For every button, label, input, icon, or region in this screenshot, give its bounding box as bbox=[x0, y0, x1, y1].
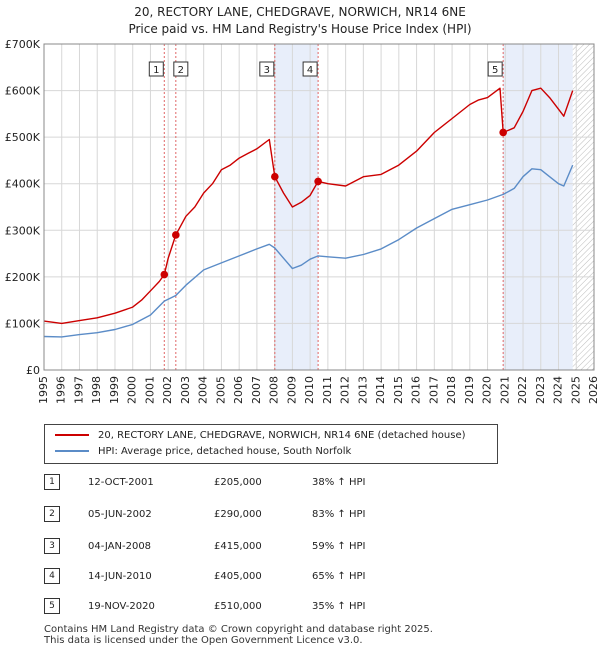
x-tick-label: 1999 bbox=[108, 376, 121, 404]
x-tick-label: 2014 bbox=[374, 376, 387, 404]
sale-hpi-change: 83% ↑ HPI bbox=[312, 509, 366, 520]
x-tick-label: 2024 bbox=[552, 376, 565, 404]
x-tick-label: 1998 bbox=[90, 376, 103, 404]
sale-number-badge: 3 bbox=[44, 538, 60, 554]
footer-licence: This data is licensed under the Open Gov… bbox=[44, 635, 363, 646]
x-tick-label: 2025 bbox=[569, 376, 582, 404]
sale-date: 19-NOV-2020 bbox=[88, 601, 155, 612]
sale-label-number: 5 bbox=[492, 65, 498, 76]
sale-number-badge: 2 bbox=[44, 506, 60, 522]
legend-item-hpi: HPI: Average price, detached house, Sout… bbox=[55, 445, 351, 459]
x-tick-label: 2018 bbox=[445, 376, 458, 404]
sale-point bbox=[160, 270, 169, 279]
x-tick-label: 2012 bbox=[339, 376, 352, 404]
sale-price: £290,000 bbox=[214, 509, 262, 520]
x-tick-label: 2008 bbox=[268, 376, 281, 404]
sale-label-number: 3 bbox=[264, 65, 270, 76]
sale-point bbox=[172, 231, 180, 239]
x-tick-label: 1996 bbox=[55, 376, 68, 404]
x-tick-label: 2011 bbox=[321, 376, 334, 404]
price-chart: 1 2 3 4 5 1995 1996 1997 1998 1999 2000 2001 2002 20… bbox=[5, 38, 600, 404]
y-tick-label: £400K bbox=[5, 178, 41, 191]
x-tick-label: 2019 bbox=[463, 376, 476, 404]
sale-price: £415,000 bbox=[214, 541, 262, 552]
footer-copyright: Contains HM Land Registry data © Crown c… bbox=[44, 624, 433, 635]
sale-point bbox=[314, 177, 322, 186]
sale-point bbox=[499, 128, 507, 137]
x-tick-label: 2002 bbox=[161, 376, 174, 404]
x-tick-label: 2010 bbox=[303, 376, 316, 404]
y-tick-label: £100K bbox=[5, 317, 41, 330]
x-tick-label: 2009 bbox=[285, 376, 298, 404]
sale-label-box bbox=[259, 61, 275, 77]
x-tick-label: 2020 bbox=[481, 376, 494, 404]
sale-price: £205,000 bbox=[214, 477, 262, 488]
x-tick-label: 2013 bbox=[356, 376, 369, 404]
sale-hpi-change: 65% ↑ HPI bbox=[312, 571, 366, 582]
sale-label-box bbox=[173, 61, 189, 77]
sale-label-box bbox=[148, 61, 164, 77]
legend-item-price-paid: 20, RECTORY LANE, CHEDGRAVE, NORWICH, NR… bbox=[55, 429, 466, 443]
forecast-hatch bbox=[572, 44, 594, 370]
x-tick-label: 2007 bbox=[250, 376, 263, 404]
x-tick-label: 1995 bbox=[37, 376, 50, 404]
sale-hpi-change: 38% ↑ HPI bbox=[312, 477, 366, 488]
y-tick-label: £600K bbox=[5, 85, 41, 98]
shaded-period bbox=[274, 44, 319, 370]
sale-date: 14-JUN-2010 bbox=[88, 571, 152, 582]
sale-date: 12-OCT-2001 bbox=[88, 477, 154, 488]
sale-label-number: 1 bbox=[153, 65, 159, 76]
x-tick-label: 1997 bbox=[72, 376, 85, 404]
chart-title: 20, RECTORY LANE, CHEDGRAVE, NORWICH, NR… bbox=[134, 5, 466, 19]
x-tick-label: 2021 bbox=[498, 376, 511, 404]
sale-points bbox=[160, 128, 507, 279]
legend-swatch-hpi bbox=[55, 450, 89, 452]
axes: 1995 1996 1997 1998 1999 2000 2001 2002 2003 2004… bbox=[5, 38, 600, 404]
shaded-period bbox=[503, 44, 573, 370]
x-tick-label: 2023 bbox=[534, 376, 547, 404]
y-tick-label: £500K bbox=[5, 131, 41, 144]
sale-label-box bbox=[487, 61, 503, 77]
x-tick-label: 2022 bbox=[516, 376, 529, 404]
sale-label-number: 4 bbox=[307, 65, 313, 76]
x-tick-label: 2017 bbox=[427, 376, 440, 404]
legend-label-hpi: HPI: Average price, detached house, Sout… bbox=[98, 446, 352, 457]
sale-date: 05-JUN-2002 bbox=[88, 509, 152, 520]
x-tick-label: 2000 bbox=[126, 376, 139, 404]
y-tick-label: £300K bbox=[5, 224, 41, 237]
sale-price: £510,000 bbox=[214, 601, 262, 612]
sale-number-badge: 4 bbox=[44, 568, 60, 584]
x-tick-label: 2026 bbox=[587, 376, 600, 404]
sale-number-badge: 5 bbox=[44, 598, 60, 614]
chart-subtitle: Price paid vs. HM Land Registry's House … bbox=[128, 22, 472, 36]
legend: 20, RECTORY LANE, CHEDGRAVE, NORWICH, NR… bbox=[44, 424, 498, 464]
sale-date: 04-JAN-2008 bbox=[88, 541, 152, 552]
sale-price: £405,000 bbox=[214, 571, 262, 582]
sale-number-badge: 1 bbox=[44, 474, 60, 490]
sale-label-box bbox=[302, 61, 318, 77]
sale-point bbox=[271, 172, 279, 181]
shaded-periods bbox=[274, 44, 594, 370]
x-tick-label: 2016 bbox=[410, 376, 423, 404]
y-tick-label: £200K bbox=[5, 271, 41, 284]
legend-label-price-paid: 20, RECTORY LANE, CHEDGRAVE, NORWICH, NR… bbox=[98, 430, 466, 441]
x-tick-label: 2005 bbox=[214, 376, 227, 404]
x-tick-label: 2001 bbox=[143, 376, 156, 404]
plot-frame bbox=[43, 43, 595, 371]
sale-hpi-change: 59% ↑ HPI bbox=[312, 541, 366, 552]
x-tick-label: 2015 bbox=[392, 376, 405, 404]
x-tick-label: 2003 bbox=[179, 376, 192, 404]
hpi-line bbox=[43, 164, 574, 338]
x-tick-label: 2006 bbox=[232, 376, 245, 404]
sale-label-number: 2 bbox=[178, 65, 184, 76]
sale-number-labels: 1 2 3 4 5 bbox=[148, 61, 503, 77]
y-tick-label: £0 bbox=[26, 364, 40, 377]
x-tick-label: 2004 bbox=[197, 376, 210, 404]
legend-swatch-price-paid bbox=[55, 434, 89, 436]
sale-hpi-change: 35% ↑ HPI bbox=[312, 601, 366, 612]
y-tick-label: £700K bbox=[5, 38, 41, 51]
